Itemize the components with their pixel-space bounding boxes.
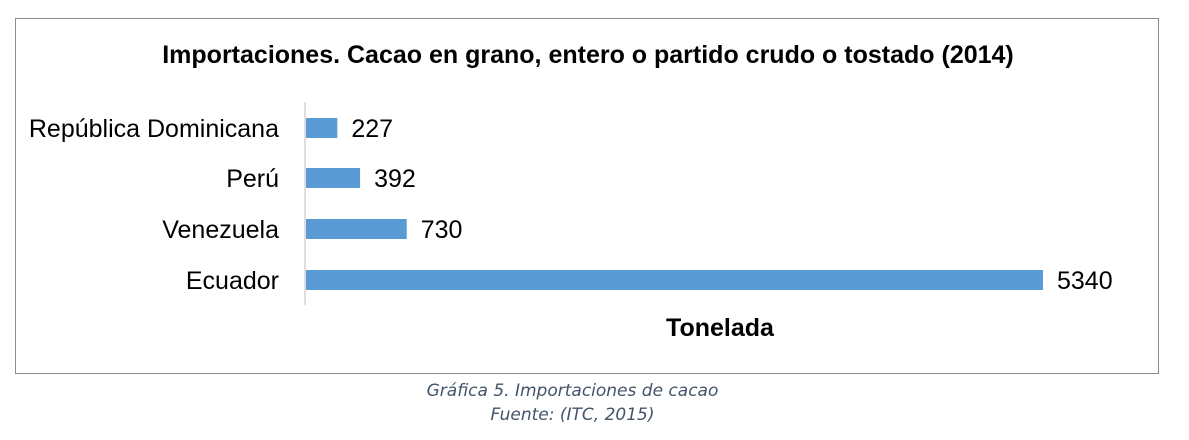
category-label: República Dominicana	[29, 115, 279, 143]
category-label: Perú	[226, 165, 279, 193]
x-axis-label: Tonelada	[666, 314, 775, 342]
category-label: Ecuador	[186, 267, 279, 295]
data-label: 5340	[1057, 267, 1113, 295]
bar	[306, 118, 338, 138]
figure-caption: Gráfica 5. Importaciones de cacao	[426, 381, 719, 401]
category-label: Venezuela	[162, 216, 279, 244]
data-label: 730	[421, 216, 463, 244]
chart-title: Importaciones. Cacao en grano, entero o …	[162, 41, 1014, 69]
bar-chart: Importaciones. Cacao en grano, entero o …	[29, 41, 1113, 342]
bar	[306, 270, 1043, 290]
bars-layer: República Dominicana 227 Perú 392 Venezuela 7…	[29, 115, 1113, 295]
chart-frame	[15, 18, 1159, 374]
data-label: 392	[374, 165, 416, 193]
bar	[306, 219, 407, 239]
data-label: 227	[351, 115, 393, 143]
bar	[306, 168, 361, 188]
figure-source: Fuente: (ITC, 2015)	[490, 405, 655, 425]
